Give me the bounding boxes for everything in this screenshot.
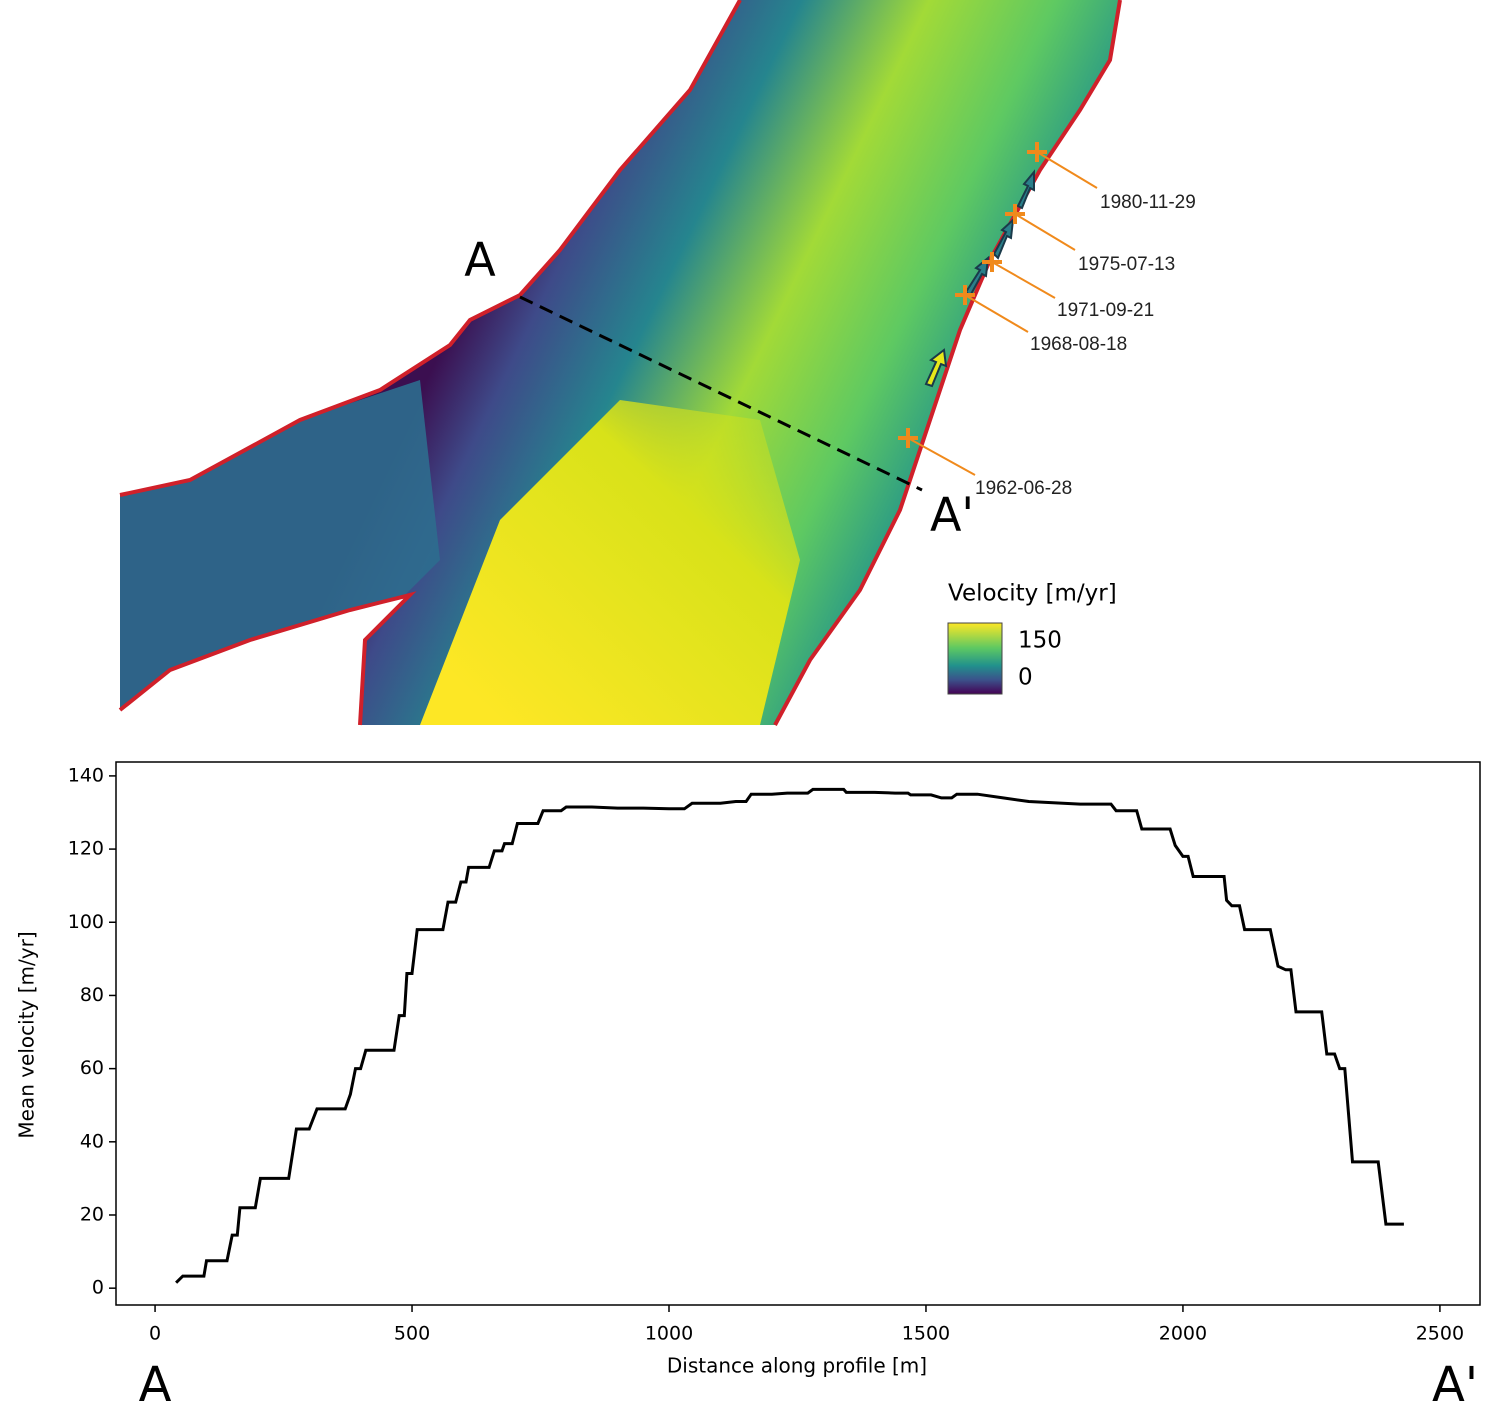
y-tick-label: 0 [92, 1277, 104, 1299]
y-axis-label: Mean velocity [m/yr] [15, 931, 39, 1138]
date-label: 1971-09-21 [1057, 300, 1154, 321]
profile-start-label: A [464, 233, 496, 287]
y-tick-label: 80 [80, 984, 104, 1006]
profile-start-label: A [139, 1357, 172, 1408]
x-axis-label: Distance along profile [m] [667, 1354, 927, 1378]
date-label: 1968-08-18 [1030, 334, 1127, 355]
plot-frame [115, 761, 1481, 1306]
y-tick-label: 60 [80, 1057, 104, 1079]
y-tick-label: 140 [68, 764, 104, 786]
y-tick-label: 100 [68, 911, 104, 933]
x-tick-label: 2500 [1416, 1323, 1464, 1345]
y-tick-label: 20 [80, 1203, 104, 1225]
colorbar-tick: 0 [1018, 665, 1033, 691]
profile-end-label: A' [1432, 1357, 1478, 1408]
x-tick-label: 1500 [902, 1323, 950, 1345]
velocity-line [175, 787, 1404, 1284]
date-label: 1980-11-29 [1100, 192, 1196, 213]
y-tick-label: 40 [80, 1130, 104, 1152]
date-label: 1962-06-28 [975, 478, 1072, 499]
x-tick-label: 2000 [1159, 1323, 1207, 1345]
y-tick-label: 120 [68, 838, 104, 860]
colorbar [947, 622, 1003, 695]
x-tick-label: 1000 [645, 1323, 693, 1345]
colorbar-tick: 150 [1018, 628, 1062, 654]
x-tick-label: 0 [149, 1323, 161, 1345]
legend-title: Velocity [m/yr] [948, 581, 1117, 607]
profile-end-label: A' [930, 488, 974, 542]
velocity-map: A A' 1980-11-29 1975-07-13 1971-09-21 19… [118, 0, 1196, 726]
date-label: 1975-07-13 [1078, 254, 1175, 275]
x-tick-label: 500 [394, 1323, 430, 1345]
